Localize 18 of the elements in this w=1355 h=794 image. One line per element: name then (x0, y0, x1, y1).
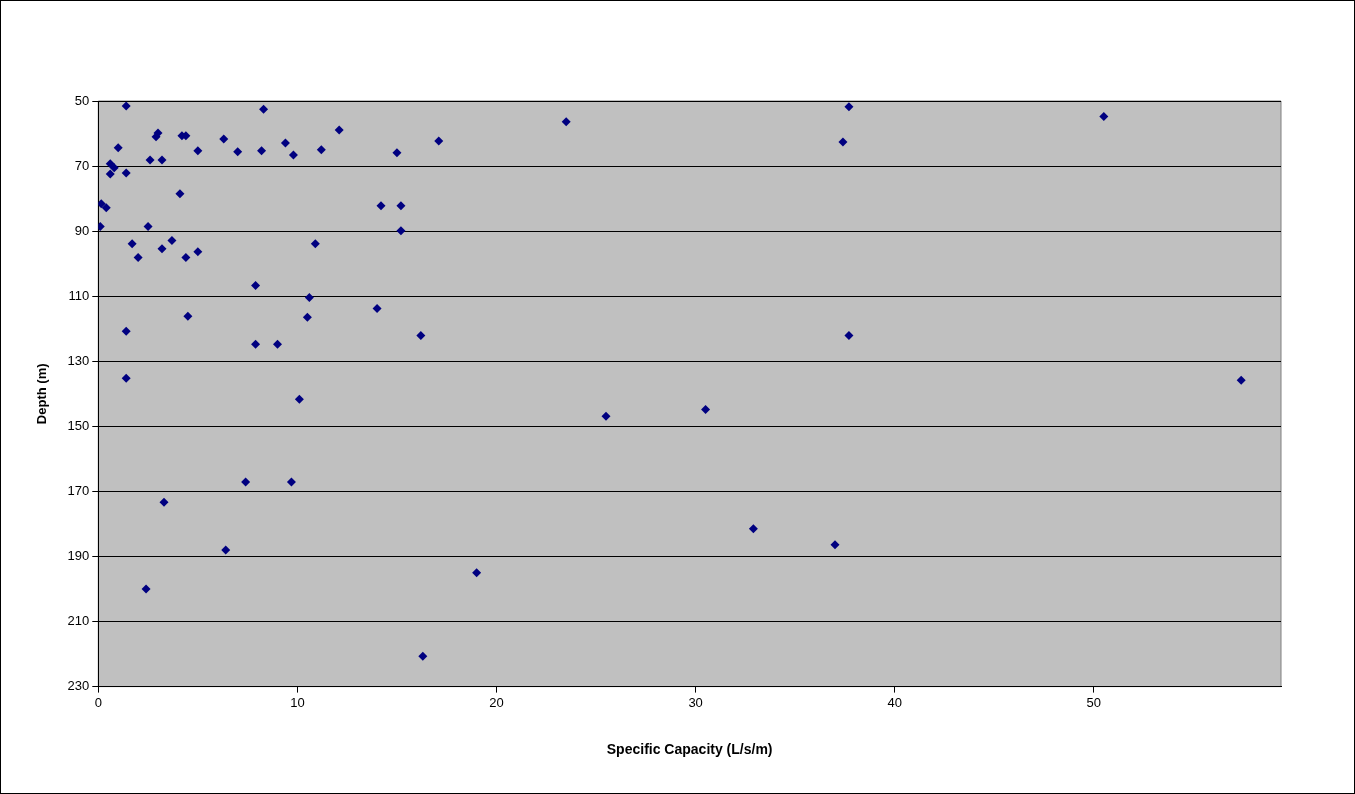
x-tick-label: 0 (94, 694, 102, 710)
x-tick-label: 10 (290, 694, 305, 710)
y-tick-label: 230 (67, 678, 90, 694)
y-tick-label: 50 (74, 92, 90, 108)
y-tick-label: 170 (67, 482, 90, 498)
y-tick-label: 210 (67, 613, 90, 629)
x-tick-label: 50 (1086, 694, 1102, 710)
y-tick-label: 110 (68, 287, 90, 303)
x-axis-title: Specific Capacity (L/s/m) (606, 741, 773, 758)
x-tick-label: 40 (887, 694, 902, 710)
y-tick-label: 70 (74, 157, 90, 173)
y-tick-label: 90 (74, 222, 90, 238)
x-tick-label: 20 (489, 694, 504, 710)
x-tick-label: 30 (688, 694, 703, 710)
y-tick-label: 150 (67, 417, 90, 433)
y-tick-label: 130 (67, 352, 90, 368)
y-axis-title: Depth (m) (34, 363, 50, 425)
y-tick-label: 190 (67, 548, 90, 564)
